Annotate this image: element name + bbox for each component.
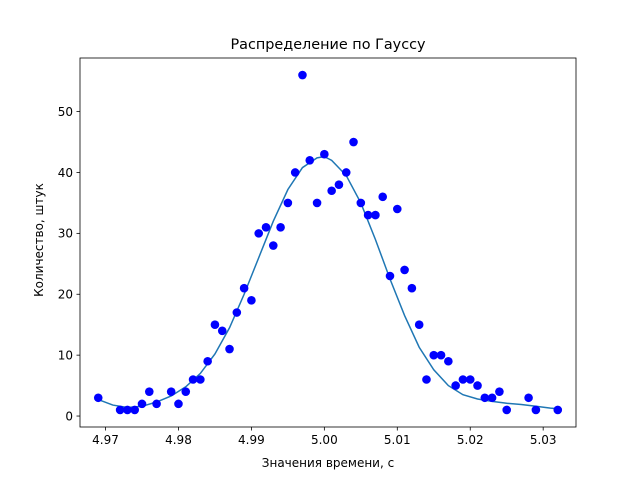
- x-tick-label: 5.00: [311, 433, 338, 447]
- y-tick-label: 50: [58, 105, 73, 119]
- x-tick-label: 5.03: [530, 433, 557, 447]
- data-point: [268, 241, 278, 250]
- axes: 4.97 4.98 4.99 5.00 5.01 5.02 5.03 0 10 20 30 40 50: [58, 57, 577, 447]
- data-point: [298, 70, 307, 80]
- x-axis-label: Значения времени, с: [262, 456, 394, 470]
- data-point: [305, 156, 315, 165]
- data-point: [217, 326, 227, 336]
- data-point: [327, 186, 336, 196]
- data-point: [392, 204, 402, 214]
- y-tick-label: 20: [58, 288, 73, 302]
- data-point: [378, 192, 388, 202]
- data-point: [203, 356, 212, 366]
- data-point: [283, 198, 293, 208]
- data-point: [196, 375, 205, 384]
- data-point: [473, 381, 482, 390]
- data-point: [385, 271, 395, 281]
- data-point: [349, 137, 358, 147]
- data-point: [436, 350, 446, 360]
- y-tick-label: 30: [58, 227, 73, 241]
- data-point: [356, 198, 366, 208]
- data-point: [480, 393, 490, 403]
- data-point: [290, 168, 300, 177]
- data-point: [312, 198, 322, 208]
- data-point: [276, 222, 285, 232]
- data-point: [341, 168, 351, 177]
- data-point: [93, 393, 103, 403]
- x-tick-label: 5.02: [457, 433, 484, 447]
- data-point: [363, 210, 373, 220]
- data-point: [334, 180, 344, 189]
- data-point: [487, 393, 497, 403]
- data-point: [320, 149, 329, 159]
- x-tick-label: 4.99: [238, 433, 265, 447]
- data-point: [451, 381, 460, 390]
- data-point: [254, 229, 264, 238]
- chart-title: Распределение по Гауссу: [230, 37, 426, 53]
- x-tick-label: 5.01: [384, 433, 411, 447]
- data-point: [225, 344, 234, 354]
- data-point: [166, 387, 176, 396]
- data-point: [247, 296, 256, 305]
- data-point: [422, 375, 431, 384]
- data-point: [144, 387, 154, 396]
- data-point: [407, 283, 417, 293]
- data-point: [458, 375, 468, 384]
- data-point: [115, 405, 125, 415]
- data-point: [371, 210, 380, 220]
- data-point: [130, 405, 140, 415]
- data-point: [465, 375, 475, 384]
- x-tick-label: 4.98: [165, 433, 192, 447]
- data-point: [414, 320, 424, 330]
- data-point: [429, 350, 439, 360]
- plot-area: [93, 70, 563, 415]
- axes-frame: [79, 57, 577, 428]
- y-axis-label: Количество, штук: [32, 183, 46, 297]
- data-point: [123, 405, 132, 415]
- data-point: [261, 222, 271, 232]
- y-tick-label: 10: [58, 348, 73, 362]
- data-point: [531, 405, 541, 415]
- y-tick-label: 0: [65, 409, 73, 423]
- data-point: [553, 405, 563, 415]
- data-point: [444, 356, 453, 366]
- data-point: [210, 320, 220, 330]
- data-point: [232, 308, 242, 317]
- data-point: [188, 375, 198, 384]
- data-point: [181, 387, 191, 396]
- data-point: [174, 399, 183, 409]
- x-tick-label: 4.97: [92, 433, 119, 447]
- data-point: [152, 399, 161, 409]
- data-point: [502, 405, 512, 415]
- data-point: [137, 399, 147, 409]
- data-point: [495, 387, 504, 396]
- data-point: [524, 393, 533, 403]
- data-point: [239, 283, 249, 293]
- data-point: [400, 265, 409, 275]
- y-tick-label: 40: [58, 166, 73, 180]
